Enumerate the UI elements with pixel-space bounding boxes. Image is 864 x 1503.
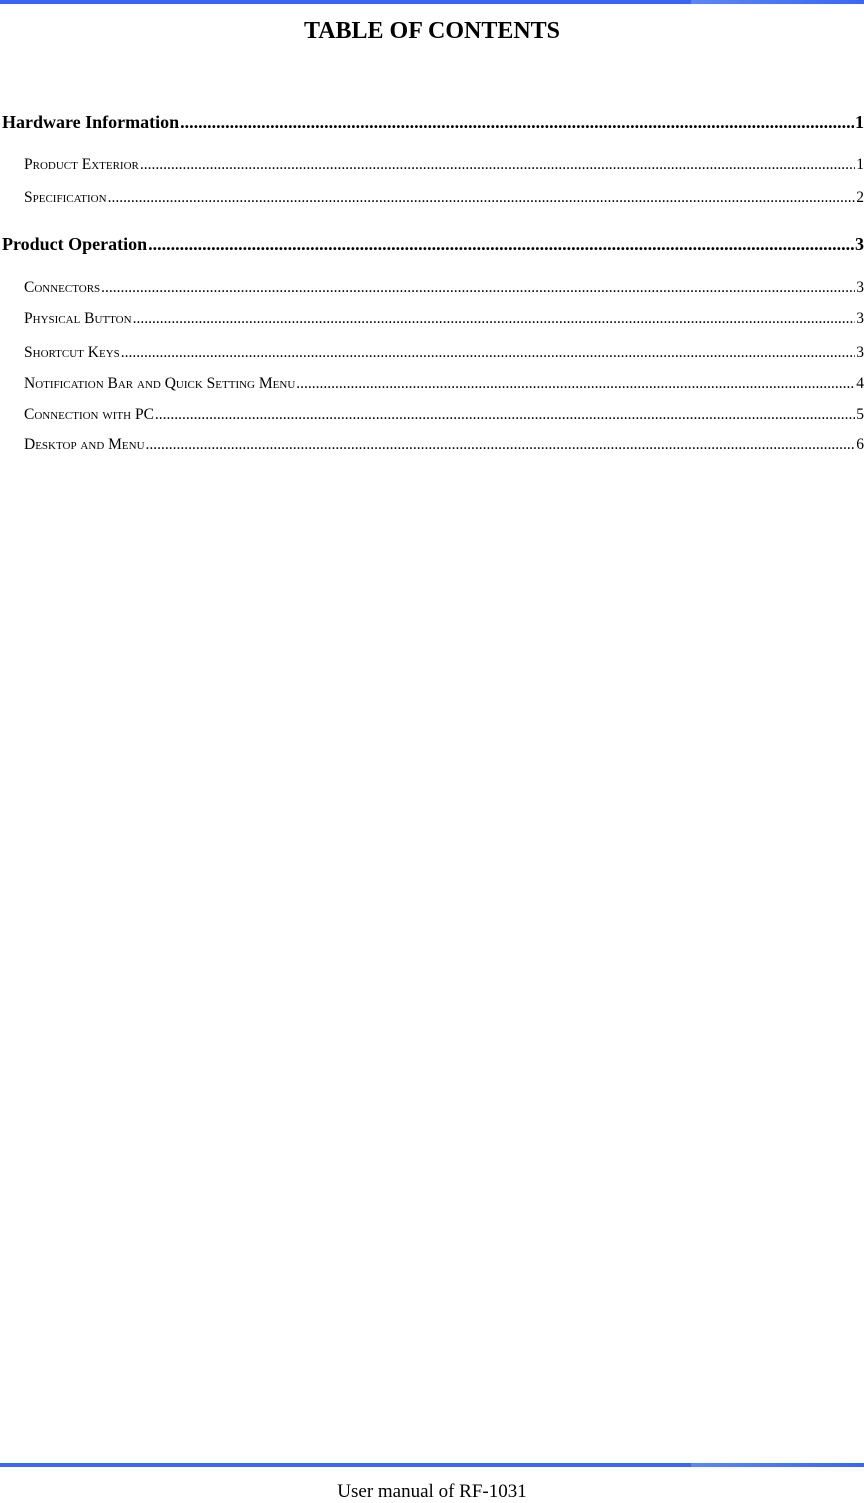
- leader-dots: [101, 279, 855, 297]
- toc-page: 1: [855, 112, 864, 132]
- toc-entry[interactable]: Connectors 3: [24, 279, 864, 297]
- toc-page: 1: [856, 156, 864, 173]
- toc-page: 6: [856, 436, 864, 453]
- toc-entry[interactable]: Shortcut Keys 3: [24, 344, 864, 362]
- toc-page: 4: [856, 375, 864, 392]
- leader-dots: [140, 156, 855, 174]
- toc-label: Connectors: [24, 279, 101, 296]
- leader-dots: [180, 112, 854, 133]
- toc-label: Product Exterior: [24, 156, 139, 173]
- toc-entry[interactable]: Connection with PC 5: [24, 406, 864, 424]
- leader-dots: [146, 436, 856, 454]
- toc-entry[interactable]: Notification Bar and Quick Setting Menu 4: [24, 375, 864, 393]
- toc-label: Product Operation: [2, 234, 148, 254]
- leader-dots: [133, 310, 856, 328]
- leader-dots: [121, 344, 855, 362]
- toc-label: Connection with PC: [24, 406, 154, 423]
- header-rule: [0, 0, 864, 4]
- toc-entry[interactable]: Hardware Information 1: [2, 112, 864, 133]
- toc-page: 3: [856, 310, 864, 327]
- toc-label: Notification Bar and Quick Setting Menu: [24, 375, 296, 392]
- footer-rule: [0, 1463, 864, 1467]
- toc-page: 3: [856, 279, 864, 296]
- leader-dots: [155, 406, 855, 424]
- page-title: TABLE OF CONTENTS: [303, 18, 561, 44]
- toc-page: 2: [856, 189, 864, 206]
- toc-label: Specification: [24, 189, 107, 206]
- toc-page: 5: [856, 406, 864, 423]
- toc-label: Shortcut Keys: [24, 344, 120, 361]
- toc-entry[interactable]: Desktop and Menu 6: [24, 436, 864, 454]
- leader-dots: [108, 189, 856, 207]
- toc-label: Desktop and Menu: [24, 436, 145, 453]
- leader-dots: [296, 375, 855, 393]
- toc-entry[interactable]: Physical Button 3: [24, 310, 864, 328]
- leader-dots: [148, 234, 854, 255]
- toc-page: 3: [855, 234, 864, 254]
- toc-page: 3: [856, 344, 864, 361]
- toc-label: Physical Button: [24, 310, 132, 327]
- page-footer: User manual of RF-1031: [337, 1481, 527, 1502]
- toc-entry[interactable]: Product Operation 3: [2, 234, 864, 255]
- toc-label: Hardware Information: [2, 112, 180, 132]
- toc-entry[interactable]: Specification 2: [24, 189, 864, 207]
- toc-entry[interactable]: Product Exterior 1: [24, 156, 864, 174]
